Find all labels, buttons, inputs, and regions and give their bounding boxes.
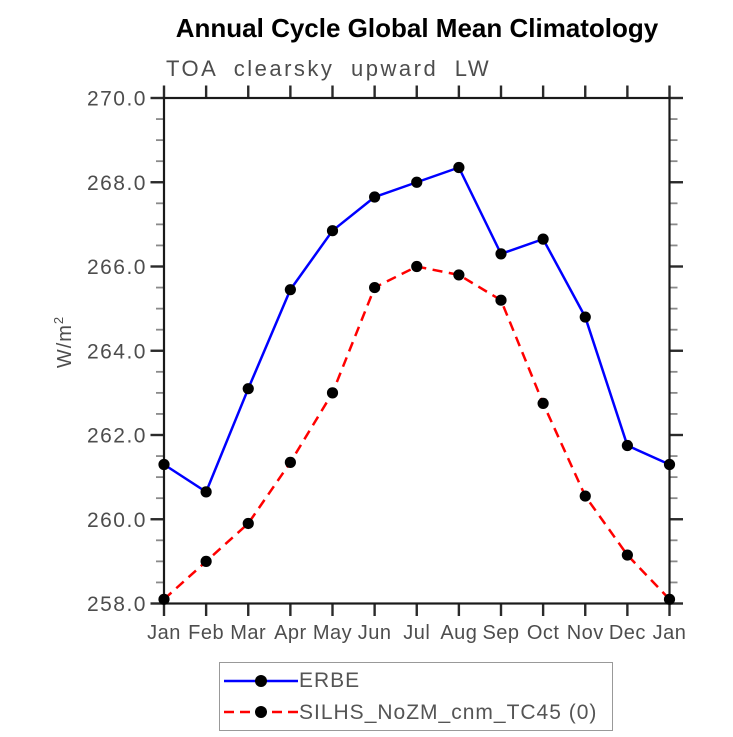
y-tick-label: 258.0 [87,593,147,616]
y-tick-label: 270.0 [87,88,147,111]
x-tick-label: Jan [147,622,181,644]
erbe-data-point-marker [242,383,254,395]
chart-title: Annual Cycle Global Mean Climatology [175,13,659,43]
erbe-data-point-marker [537,233,549,245]
x-tick-label: May [313,622,352,644]
silhs-data-point-marker [453,269,465,281]
legend-entry-silhs: SILHS_NoZM_cnm_TC45 (0) [220,698,612,726]
x-tick-label: Nov [567,622,604,644]
chart-subtitle: TOA clearsky upward LW [166,56,492,81]
erbe-data-point-marker [495,248,507,260]
x-tick-label: Jul [403,622,430,644]
silhs-series-line [163,265,671,601]
silhs-legend-marker [255,706,267,719]
x-tick-label: Oct [527,622,560,644]
erbe-data-point-marker [284,284,296,296]
silhs-data-point-marker [579,490,591,502]
erbe-data-point-marker [158,458,170,471]
silhs-data-point-marker [663,593,676,605]
erbe-data-point-marker [411,176,423,188]
y-tick-label: 262.0 [87,425,147,448]
x-tick-label: Jun [358,622,392,644]
erbe-data-point-marker [200,486,212,498]
erbe-legend-label: ERBE [299,669,361,693]
silhs-data-point-marker [621,549,633,561]
legend-entry-erbe: ERBE [220,667,612,695]
x-tick-label: Aug [440,622,477,644]
silhs-data-point-marker [242,517,254,530]
erbe-data-point-marker [579,311,591,323]
erbe-data-point-marker [663,458,676,471]
erbe-legend-line-sample [224,674,298,687]
erbe-data-point-marker [369,191,381,203]
x-tick-label: Feb [188,622,224,644]
x-tick-label: Dec [609,622,646,644]
silhs-data-point-marker [411,260,423,273]
silhs-legend-line-sample [224,706,298,719]
x-tick-label: Apr [274,622,307,644]
x-tick-label: Mar [230,622,266,644]
silhs-data-point-marker [326,387,339,399]
silhs-data-point-marker [200,555,212,567]
legend: ERBE SILHS_NoZM_cnm_TC45 (0) [219,662,613,731]
y-tick-label: 268.0 [87,172,147,195]
silhs-data-point-marker [495,294,507,306]
erbe-series-line [163,165,671,494]
plot-frame [162,96,671,605]
y-tick-label: 260.0 [87,509,147,532]
silhs-legend-label: SILHS_NoZM_cnm_TC45 (0) [299,700,598,724]
silhs-data-point-marker [537,397,549,410]
y-tick-label: 264.0 [87,340,147,363]
silhs-data-point-marker [369,281,381,294]
x-tick-label: Jan [653,622,687,644]
erbe-data-point-marker [326,225,339,237]
x-tick-label: Sep [482,622,519,644]
erbe-legend-marker [255,674,267,687]
silhs-data-point-marker [158,593,170,605]
y-tick-label: 266.0 [87,256,147,279]
erbe-data-point-marker [621,439,633,452]
silhs-data-point-marker [284,456,296,468]
erbe-data-point-marker [453,161,465,174]
